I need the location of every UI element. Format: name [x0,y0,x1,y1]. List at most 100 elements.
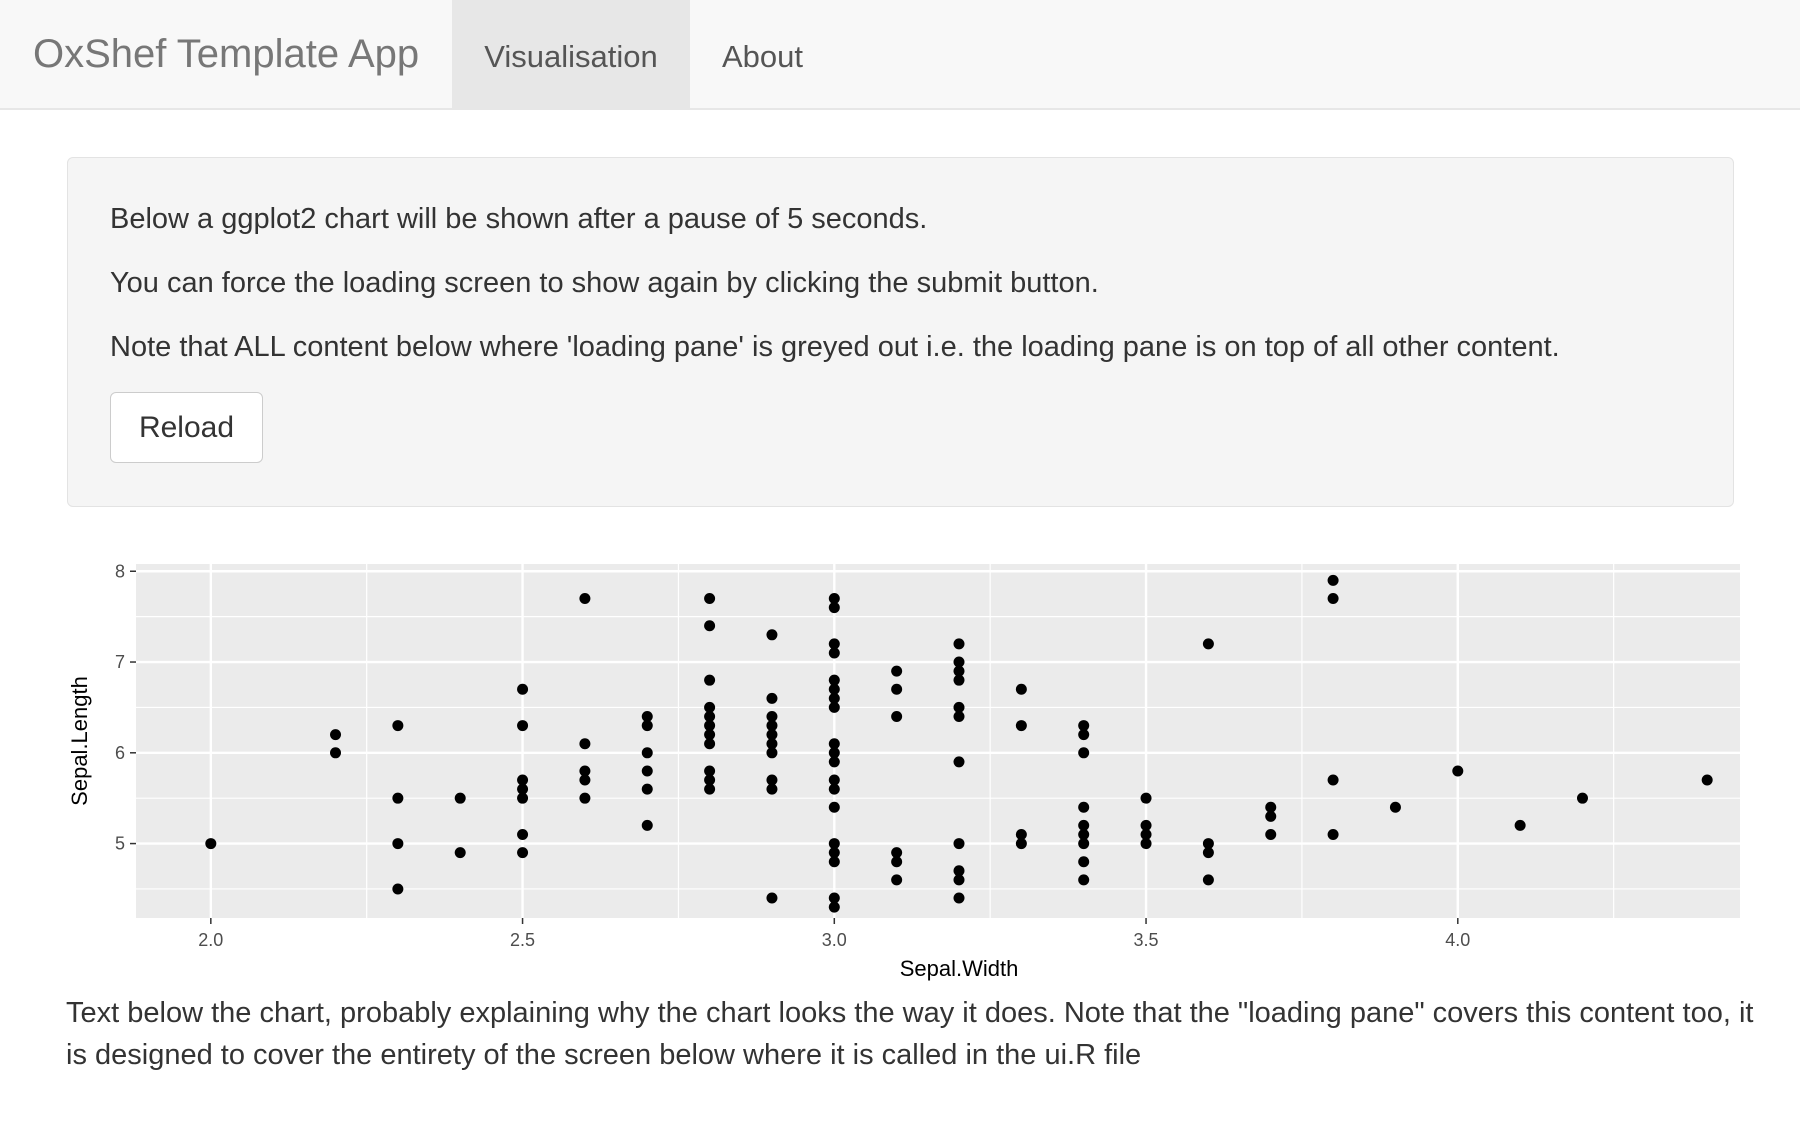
data-point [579,592,591,604]
data-point [766,692,778,704]
data-point [953,892,965,904]
data-point [704,620,716,632]
data-point [641,819,653,831]
data-point [579,792,591,804]
data-point [828,674,840,686]
data-point [828,774,840,786]
data-point [828,901,840,913]
data-point [392,720,404,732]
data-point [392,792,404,804]
data-point [828,801,840,813]
data-point [1701,774,1713,786]
data-point [1078,838,1090,850]
x-tick-label: 3.0 [822,930,847,950]
plot-panel [136,564,1740,918]
data-point [1078,729,1090,741]
data-point [641,710,653,722]
x-axis-title: Sepal.Width [900,956,1019,981]
data-point [828,847,840,859]
data-point [828,647,840,659]
data-point [517,792,529,804]
data-point [953,656,965,668]
data-point [1265,801,1277,813]
data-point [1078,874,1090,886]
chart-description: Text below the chart, probably explainin… [66,997,1754,1071]
data-point [828,692,840,704]
data-point [766,720,778,732]
data-point [1078,819,1090,831]
data-point [1015,683,1027,695]
data-point [953,710,965,722]
data-point [828,856,840,868]
tab-about[interactable]: About [722,39,804,74]
x-tick-label: 3.5 [1134,930,1159,950]
data-point [392,883,404,895]
data-point [517,774,529,786]
data-point [766,710,778,722]
data-point [766,774,778,786]
data-point [704,720,716,732]
data-point [953,865,965,877]
data-point [828,738,840,750]
navbar: OxShef Template App Visualisation About [0,0,1800,110]
data-point [704,729,716,741]
data-point [1140,819,1152,831]
data-point [1452,765,1464,777]
data-point [1078,747,1090,759]
data-point [641,765,653,777]
data-point [953,701,965,713]
data-point [1078,828,1090,840]
data-point [454,792,466,804]
data-point [579,765,591,777]
data-point [891,710,903,722]
data-point [641,720,653,732]
data-point [1140,792,1152,804]
data-point [205,838,217,850]
data-point [828,602,840,614]
data-point [953,874,965,886]
data-point [828,747,840,759]
data-point [1327,774,1339,786]
data-point [1327,574,1339,586]
data-point [828,592,840,604]
data-point [953,665,965,677]
data-point [579,738,591,750]
data-point [766,892,778,904]
y-tick-label: 6 [115,743,125,763]
tab-visualisation[interactable]: Visualisation [452,0,690,110]
x-tick-label: 4.0 [1445,930,1470,950]
info-paragraph: Note that ALL content below where 'loadi… [110,331,1560,363]
app-brand[interactable]: OxShef Template App [33,32,420,76]
data-point [1202,847,1214,859]
data-point [1202,838,1214,850]
data-point [579,774,591,786]
data-point [828,783,840,795]
data-point [828,892,840,904]
data-point [828,756,840,768]
data-point [392,838,404,850]
info-paragraph: Below a ggplot2 chart will be shown afte… [110,203,928,235]
data-point [517,683,529,695]
data-point [704,783,716,795]
data-point [1514,819,1526,831]
data-point [517,720,529,732]
data-point [1015,720,1027,732]
data-point [1265,828,1277,840]
data-point [1327,592,1339,604]
data-point [704,701,716,713]
y-tick-label: 7 [115,652,125,672]
data-point [704,674,716,686]
data-point [953,674,965,686]
data-point [1202,638,1214,650]
data-point [953,756,965,768]
data-point [828,701,840,713]
data-point [1015,828,1027,840]
reload-button[interactable]: Reload [110,392,263,463]
y-axis-title: Sepal.Length [67,676,92,806]
data-point [1078,856,1090,868]
data-point [704,738,716,750]
data-point [1265,810,1277,822]
info-panel: Below a ggplot2 chart will be shown afte… [67,157,1734,507]
data-point [766,729,778,741]
info-paragraph: You can force the loading screen to show… [110,267,1099,299]
